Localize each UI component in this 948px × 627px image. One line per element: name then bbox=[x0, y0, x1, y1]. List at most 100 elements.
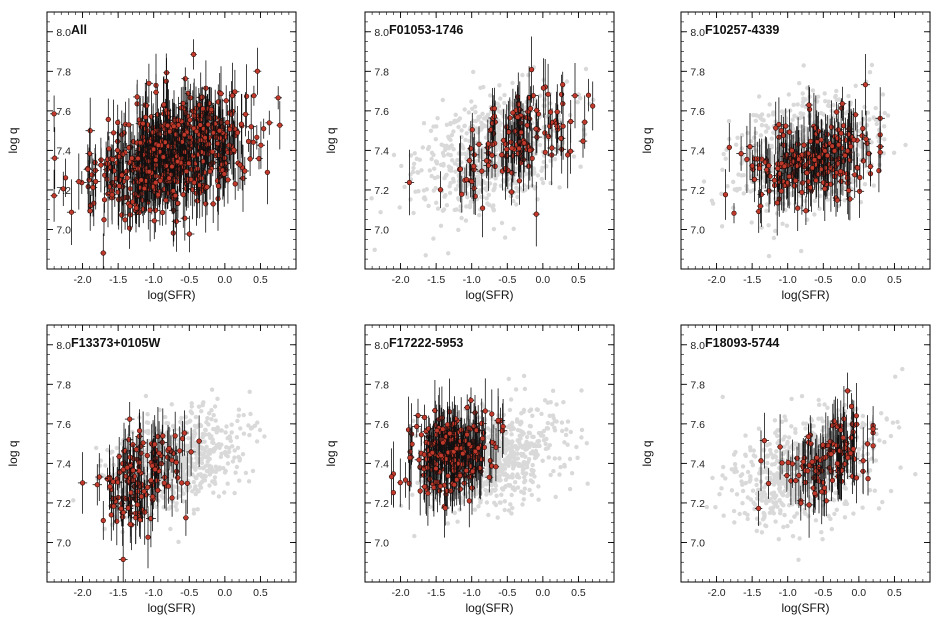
data-point bbox=[812, 198, 818, 204]
data-point bbox=[429, 150, 435, 155]
data-point bbox=[446, 134, 451, 139]
x-tick-label: -1.0 bbox=[463, 274, 481, 286]
data-point bbox=[101, 197, 108, 203]
data-point bbox=[532, 169, 537, 175]
data-point bbox=[480, 125, 485, 130]
data-point bbox=[831, 148, 838, 154]
data-point bbox=[417, 157, 422, 162]
data-point bbox=[397, 205, 402, 210]
x-tick-label: -2.0 bbox=[392, 274, 410, 286]
data-point bbox=[248, 124, 254, 130]
data-point bbox=[795, 205, 801, 211]
data-point bbox=[759, 123, 765, 128]
data-point bbox=[571, 154, 577, 159]
data-point bbox=[531, 166, 536, 171]
data-point bbox=[766, 223, 771, 228]
data-point bbox=[462, 107, 467, 112]
data-point bbox=[799, 248, 804, 254]
data-point bbox=[452, 207, 457, 213]
data-point bbox=[800, 91, 805, 96]
data-point bbox=[859, 133, 865, 139]
data-point bbox=[862, 182, 868, 187]
data-point bbox=[533, 211, 539, 217]
data-point bbox=[792, 183, 798, 189]
data-point bbox=[548, 180, 553, 186]
data-point bbox=[821, 112, 827, 117]
data-point bbox=[780, 221, 785, 226]
data-point bbox=[845, 109, 850, 114]
y-tick-label: 8.0 bbox=[56, 27, 71, 39]
plot-area bbox=[71, 387, 267, 582]
data-point bbox=[790, 117, 795, 122]
data-point bbox=[497, 123, 502, 128]
data-point bbox=[769, 166, 774, 172]
data-point bbox=[527, 147, 533, 153]
data-point bbox=[771, 177, 778, 183]
data-point bbox=[514, 185, 519, 190]
y-tick-label: 7.0 bbox=[56, 224, 71, 236]
data-point bbox=[786, 173, 792, 180]
data-point bbox=[498, 96, 503, 101]
data-point bbox=[180, 100, 186, 106]
data-point bbox=[834, 88, 839, 94]
data-point bbox=[723, 156, 728, 161]
data-point bbox=[462, 185, 467, 190]
data-point bbox=[221, 171, 227, 177]
data-point bbox=[114, 147, 121, 153]
data-point bbox=[170, 188, 176, 194]
data-point bbox=[790, 126, 796, 132]
data-point bbox=[816, 171, 822, 177]
data-point bbox=[869, 62, 875, 68]
data-point bbox=[450, 158, 455, 163]
plot-area bbox=[50, 39, 284, 269]
data-point bbox=[756, 208, 762, 215]
data-point bbox=[483, 135, 489, 140]
data-point bbox=[415, 170, 421, 175]
data-point bbox=[773, 125, 779, 131]
panel-title: F01053-1746 bbox=[389, 23, 463, 37]
data-point bbox=[419, 168, 424, 173]
data-point bbox=[485, 201, 490, 206]
data-point bbox=[207, 168, 213, 175]
data-point bbox=[803, 97, 808, 102]
data-point bbox=[224, 119, 230, 126]
data-point bbox=[155, 192, 161, 198]
data-point bbox=[499, 220, 505, 226]
data-point bbox=[834, 109, 840, 115]
data-point bbox=[200, 106, 206, 112]
data-point bbox=[797, 115, 803, 121]
data-point bbox=[529, 155, 535, 161]
data-point bbox=[903, 142, 908, 148]
data-point bbox=[877, 162, 882, 167]
data-point bbox=[735, 135, 740, 140]
data-point bbox=[488, 93, 493, 98]
data-point bbox=[564, 79, 570, 84]
data-point bbox=[798, 111, 803, 116]
data-point bbox=[474, 180, 480, 185]
data-point bbox=[451, 176, 456, 182]
data-point bbox=[877, 149, 883, 155]
data-point bbox=[867, 163, 873, 170]
data-point bbox=[734, 186, 740, 192]
data-point bbox=[109, 192, 115, 198]
data-point bbox=[502, 235, 508, 240]
data-point bbox=[546, 133, 552, 140]
data-point bbox=[799, 180, 806, 186]
data-point bbox=[877, 136, 882, 141]
data-point bbox=[391, 152, 397, 158]
data-point bbox=[234, 130, 240, 136]
data-point bbox=[835, 135, 841, 141]
data-point bbox=[858, 121, 863, 126]
data-point bbox=[464, 131, 469, 136]
data-point bbox=[459, 128, 464, 133]
data-point bbox=[509, 145, 515, 151]
data-point bbox=[51, 111, 57, 117]
data-point bbox=[537, 142, 543, 148]
data-point bbox=[885, 113, 891, 118]
data-point bbox=[442, 194, 447, 199]
series-errorbar-group bbox=[722, 54, 885, 236]
data-point bbox=[807, 106, 813, 112]
data-point bbox=[756, 165, 763, 171]
data-point bbox=[516, 178, 522, 184]
